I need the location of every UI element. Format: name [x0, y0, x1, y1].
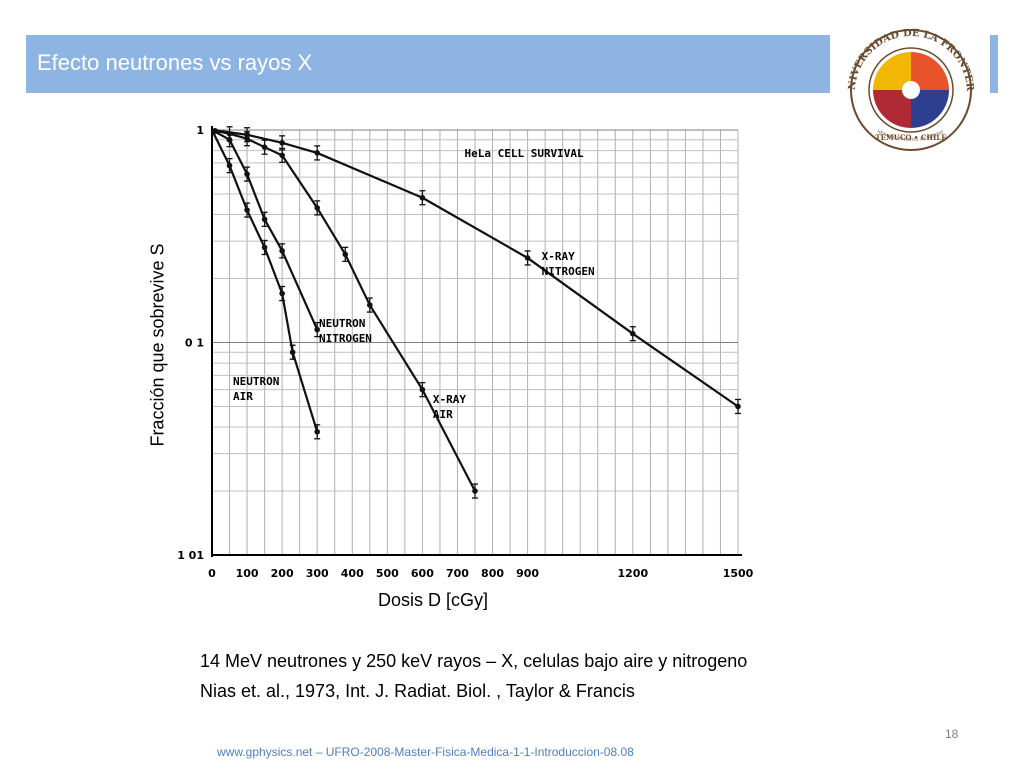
x-axis-label: Dosis D [cGy] — [378, 590, 489, 610]
data-point — [630, 330, 636, 337]
data-point — [419, 386, 426, 393]
chart-title: HeLa CELL SURVIVAL — [464, 147, 584, 160]
series-label: NEUTRON — [319, 317, 365, 330]
data-point — [279, 290, 285, 297]
data-point — [524, 255, 531, 261]
title-bar-accent — [990, 35, 998, 93]
data-point — [279, 140, 285, 146]
footer-link: www.gphysics.net – UFRO-2008-Master-Fisi… — [217, 745, 634, 759]
data-point — [244, 135, 250, 142]
data-point — [261, 244, 268, 251]
caption-line-2: Nias et. al., 1973, Int. J. Radiat. Biol… — [200, 681, 635, 701]
x-tick-label: 800 — [481, 567, 504, 580]
page-number: 18 — [945, 727, 959, 741]
data-point — [244, 171, 250, 177]
y-tick-label: 1 01 — [177, 549, 204, 562]
data-point — [261, 144, 268, 150]
data-point — [226, 162, 233, 169]
x-tick-label: 200 — [271, 567, 294, 580]
data-point — [472, 488, 478, 494]
x-tick-label: 900 — [516, 567, 539, 580]
data-point — [279, 152, 285, 159]
x-tick-label: 0 — [208, 567, 216, 580]
data-point — [735, 403, 741, 410]
logo-bottom-text: TEMUCO • CHILE — [875, 133, 946, 142]
x-tick-label: 600 — [411, 567, 434, 580]
series-label: X-RAY — [433, 393, 466, 406]
x-tick-label: 1500 — [723, 567, 754, 580]
y-tick-label: 1 — [196, 124, 204, 137]
series-line — [211, 128, 739, 408]
data-point — [261, 216, 268, 223]
data-point — [314, 205, 321, 211]
chart-labels: HeLa CELL SURVIVAL X-RAY NITROGEN X-RAY AIR N… — [233, 147, 595, 421]
series-label: NEUTRON — [233, 375, 279, 388]
x-tick-label: 300 — [306, 567, 329, 580]
title-bar — [26, 35, 830, 93]
x-tick-label: 400 — [341, 567, 364, 580]
series-label: AIR — [433, 408, 453, 421]
data-point — [367, 302, 373, 308]
chart-series — [211, 126, 741, 499]
data-point — [314, 428, 321, 435]
x-tick-label: 500 — [376, 567, 399, 580]
series-label: NITROGEN — [319, 332, 372, 345]
data-point — [244, 207, 250, 213]
data-point — [419, 194, 426, 201]
series-label: X-RAY — [542, 250, 575, 263]
data-point — [289, 349, 296, 356]
data-point — [226, 136, 233, 143]
data-point — [342, 251, 349, 258]
y-axis-label: Fracción que sobrevive S — [147, 243, 168, 447]
chart-axes: 0 100 200 300 400 500 600 700 800 900 1200 1500 1 0 1… — [177, 124, 753, 580]
series-line — [211, 129, 319, 331]
series-line — [211, 128, 476, 492]
x-tick-label: 100 — [236, 567, 259, 580]
data-point — [314, 326, 321, 333]
series-label: NITROGEN — [542, 265, 595, 278]
x-tick-label: 1200 — [617, 567, 648, 580]
x-tick-label: 700 — [446, 567, 469, 580]
caption-line-1: 14 MeV neutrones y 250 keV rayos – X, ce… — [200, 651, 748, 671]
slide-title: Efecto neutrones vs rayos X — [37, 50, 313, 75]
data-point — [212, 128, 218, 134]
y-tick-label: 0 1 — [185, 337, 204, 350]
series-label: AIR — [233, 390, 253, 403]
data-point — [279, 248, 285, 254]
data-point — [314, 150, 321, 156]
university-logo: UNIVERSIDAD DE LA FRONTERA TEMUCO • CHIL… — [832, 20, 975, 151]
